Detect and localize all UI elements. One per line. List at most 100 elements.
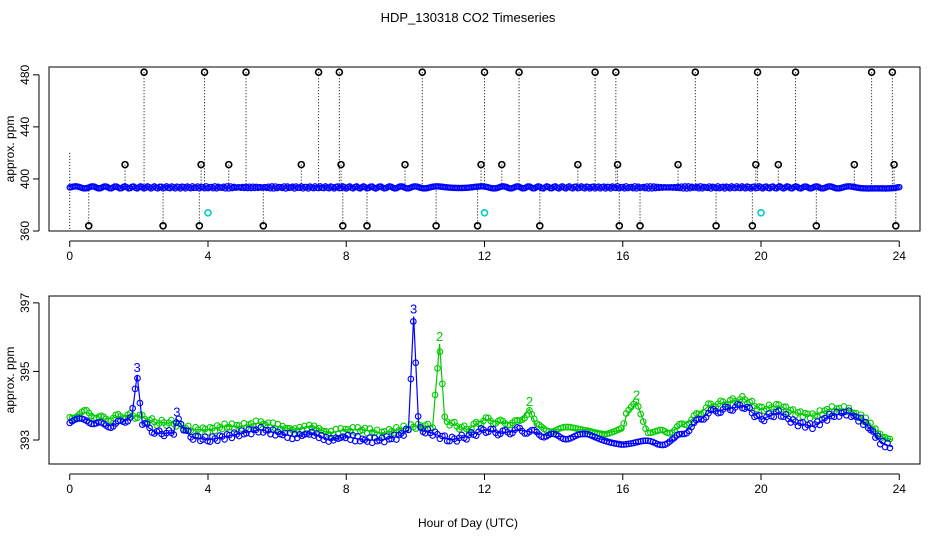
top-panel-xaxis: 0 4 8 12 16 20 24 xyxy=(66,240,907,263)
top-panel-frame xyxy=(48,66,921,232)
mid-outlier-point xyxy=(497,160,506,169)
series-3-point xyxy=(407,375,415,383)
top-x-tick-label: 0 xyxy=(66,249,73,263)
series-3-point xyxy=(610,439,618,447)
baseline-point xyxy=(896,183,903,191)
low-outlier-point xyxy=(84,221,93,230)
mid-outlier-point xyxy=(613,160,622,169)
series-2-point xyxy=(755,403,763,410)
top-x-tick-label: 8 xyxy=(343,249,350,263)
series-2-point xyxy=(562,423,570,431)
series-2-spike-label: 2 xyxy=(436,329,443,344)
low-outlier-point xyxy=(259,221,268,230)
high-outlier-point xyxy=(691,68,700,77)
top-panel-yaxis: 360 400 440 480 xyxy=(18,64,40,241)
series-2-point xyxy=(511,417,519,425)
top-x-tick-label: 12 xyxy=(478,249,492,263)
series-3-point xyxy=(262,426,270,434)
series-3-point xyxy=(380,438,388,446)
mid-outlier-point xyxy=(297,160,306,169)
series-2-point xyxy=(136,411,144,419)
series-3-point xyxy=(622,440,630,448)
series-3-point xyxy=(886,444,894,452)
series-2-point xyxy=(223,424,231,431)
chart-title: HDP_130318 CO2 Timeseries xyxy=(381,10,556,25)
series-3-point xyxy=(625,440,632,448)
mid-outlier-point xyxy=(121,160,129,169)
series-3-point xyxy=(141,420,149,427)
low-outlier-point xyxy=(615,221,624,230)
high-outlier-point xyxy=(418,68,427,77)
series-3-point xyxy=(547,430,555,438)
series-3-point xyxy=(409,318,417,325)
top-x-tick-label: 24 xyxy=(893,249,907,263)
series-2-point xyxy=(780,403,787,411)
bottom-panel-frame xyxy=(48,295,921,465)
series-3-point xyxy=(576,430,584,438)
series-3-point xyxy=(177,420,185,428)
high-outlier-point xyxy=(242,68,250,77)
high-outlier-point xyxy=(591,68,599,77)
bottom-x-tick-label: 8 xyxy=(343,482,350,496)
series-2-point xyxy=(559,423,567,431)
series-2-point xyxy=(637,410,645,418)
bottom-x-tick-label: 20 xyxy=(754,482,768,496)
bottom-y-tick-label: 397 xyxy=(18,293,32,313)
series-3-point xyxy=(88,420,95,428)
series-3-point xyxy=(175,415,182,423)
series-3-point xyxy=(400,432,407,439)
series-3-point xyxy=(412,359,420,367)
series-3-point xyxy=(192,432,199,440)
series-2-point xyxy=(789,406,797,413)
top-y-tick-label: 400 xyxy=(18,169,32,189)
series-2-point xyxy=(644,429,652,437)
flagged-point xyxy=(757,208,765,217)
high-outlier-point xyxy=(888,68,897,77)
series-2-point xyxy=(431,391,439,399)
series-2-point xyxy=(349,423,357,431)
series-3-point xyxy=(136,399,144,407)
flagged-point xyxy=(204,208,212,217)
series-3-point xyxy=(639,437,647,445)
low-outlier-point xyxy=(159,221,167,230)
mid-outlier-point xyxy=(477,160,485,169)
series-2-spike-label: 2 xyxy=(526,394,533,409)
bottom-x-tick-label: 4 xyxy=(205,482,212,496)
series-3-point xyxy=(656,441,664,449)
low-outlier-point xyxy=(712,221,720,230)
mid-outlier-point xyxy=(197,160,205,169)
series-2-point xyxy=(438,380,446,388)
series-3-point xyxy=(642,437,649,445)
high-outlier-point xyxy=(314,68,323,77)
mid-outlier-point xyxy=(774,160,783,169)
series-2-point xyxy=(233,421,241,429)
series-2-point xyxy=(862,414,870,422)
series-3-point xyxy=(180,426,187,434)
series-3-point xyxy=(869,428,877,435)
series-3-point xyxy=(806,420,814,427)
series-3-point xyxy=(823,417,831,424)
series-2-point xyxy=(211,427,219,435)
top-panel: 0 4 8 12 16 20 24 360 400 440 480 approx. ppm xyxy=(3,64,921,263)
series-3-point xyxy=(114,417,122,425)
high-outlier-point xyxy=(335,68,344,77)
low-outlier-point xyxy=(473,221,482,230)
low-outlier-point xyxy=(636,221,644,230)
series-3: 3 3 3 xyxy=(66,302,894,452)
bottom-y-tick-label: 393 xyxy=(18,430,32,450)
top-y-tick-label: 440 xyxy=(18,117,32,137)
series-3-point xyxy=(443,437,451,445)
series-3-point xyxy=(385,435,393,443)
series-2-spike-label: 2 xyxy=(633,387,640,402)
series-3-point xyxy=(857,414,865,422)
low-outlier-point xyxy=(195,221,204,230)
flagged-point xyxy=(480,208,489,217)
series-2-point xyxy=(361,424,369,432)
series-2-point xyxy=(281,425,289,432)
series-2: 2 2 2 xyxy=(66,329,894,443)
high-outlier-point xyxy=(515,68,523,77)
mid-outlier-point xyxy=(224,160,233,169)
high-outlier-point xyxy=(140,68,148,77)
series-2-point xyxy=(693,410,700,417)
